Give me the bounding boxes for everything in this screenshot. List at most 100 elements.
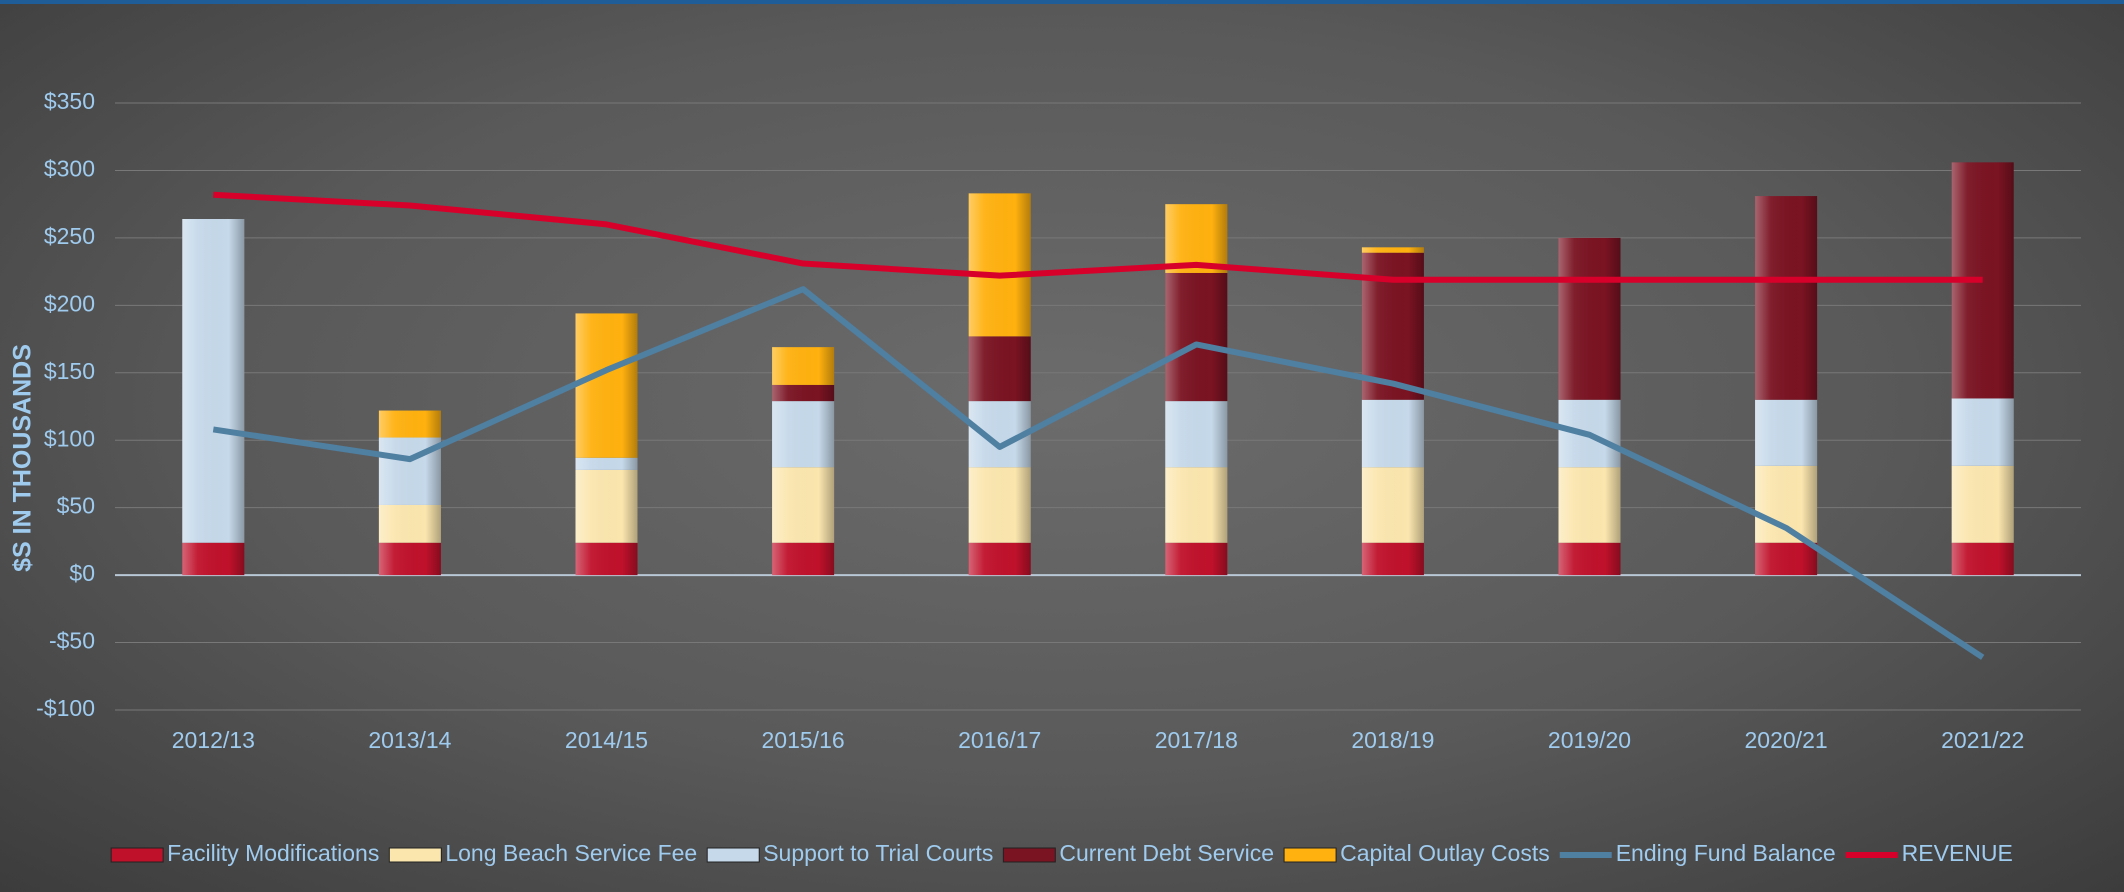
bar-segment <box>1361 542 1424 576</box>
bar-shine <box>772 467 835 543</box>
bar-segment <box>1755 196 1818 400</box>
bar-shine <box>1361 399 1424 468</box>
bar-segment <box>1558 467 1621 543</box>
legend-label: Long Beach Service Fee <box>445 840 697 866</box>
legend-swatch <box>706 847 760 863</box>
x-tick-label: 2019/20 <box>1548 727 1631 753</box>
bar-segment <box>968 193 1031 337</box>
legend-label: Capital Outlay Costs <box>1340 840 1550 866</box>
line <box>213 191 1983 283</box>
bar-shine <box>1558 467 1621 543</box>
bar-shine <box>772 384 835 402</box>
bar-shine <box>1951 398 2014 466</box>
bar-segment <box>1165 204 1228 273</box>
bar-segment <box>575 457 638 470</box>
bar-segment <box>1165 401 1228 468</box>
bar-segment <box>1558 237 1621 400</box>
y-axis-label: $S IN THOUSANDS <box>9 344 37 572</box>
y-tick-label: $200 <box>44 290 95 316</box>
legend-swatch <box>388 847 442 863</box>
bar-segment <box>1165 542 1228 576</box>
line <box>212 286 1985 660</box>
bar-shine <box>1165 204 1228 273</box>
bar-segment <box>968 467 1031 543</box>
legend-swatch <box>1002 847 1056 863</box>
bar-segment <box>968 336 1031 402</box>
bar-shine <box>1951 465 2014 543</box>
x-tick-label: 2013/14 <box>368 727 451 753</box>
legend-label: Facility Modifications <box>167 840 379 866</box>
x-tick-label: 2014/15 <box>565 727 648 753</box>
legend-label: REVENUE <box>1902 840 2013 866</box>
bar-shine <box>968 193 1031 337</box>
bar-shine <box>1558 542 1621 576</box>
bar-segment <box>378 504 441 543</box>
bar-segment <box>182 219 245 543</box>
legend-label: Ending Fund Balance <box>1616 840 1836 866</box>
x-tick-label: 2012/13 <box>172 727 255 753</box>
bar-shine <box>1755 399 1818 466</box>
bar-segment <box>1755 399 1818 466</box>
legend-swatch <box>110 847 164 863</box>
bar-shine <box>1165 542 1228 576</box>
bar-segment <box>772 401 835 468</box>
bar-shine <box>378 542 441 576</box>
bar-segment <box>1361 399 1424 468</box>
bar-segment <box>1165 272 1228 402</box>
bar-shine <box>772 401 835 468</box>
y-tick-label: $100 <box>44 425 95 451</box>
y-tick-label: $300 <box>44 156 95 182</box>
bar-segment <box>378 542 441 576</box>
bar-shine <box>182 219 245 543</box>
bar-segment <box>1951 398 2014 466</box>
legend: Facility Modifications Long Beach Service… <box>110 840 2013 866</box>
y-tick-label: -$100 <box>36 695 95 721</box>
bar-segment <box>1755 542 1818 576</box>
bar-shine <box>1755 542 1818 576</box>
bar-shine <box>378 504 441 543</box>
bar-shine <box>182 542 245 576</box>
x-tick-label: 2016/17 <box>958 727 1041 753</box>
bar-shine <box>1165 401 1228 468</box>
y-tick-label: -$50 <box>49 628 95 654</box>
y-tick-label: $250 <box>44 223 95 249</box>
bar-shine <box>968 467 1031 543</box>
bar-shine <box>575 469 638 543</box>
bar-shine <box>1361 247 1424 253</box>
bar-segment <box>772 542 835 576</box>
bar-segment <box>575 542 638 576</box>
bar-segment <box>772 467 835 543</box>
y-tick-label: $0 <box>69 560 95 586</box>
bar-segment <box>1558 542 1621 576</box>
y-tick-label: $350 <box>44 88 95 114</box>
bar-segment <box>1951 542 2014 576</box>
bar-segment <box>772 347 835 385</box>
bar-segment <box>575 313 638 458</box>
bar-shine <box>1361 467 1424 543</box>
bar-shine <box>1165 272 1228 402</box>
bar-shine <box>1165 467 1228 543</box>
x-tick-label: 2017/18 <box>1155 727 1238 753</box>
bar-segment <box>1361 247 1424 253</box>
y-tick-label: $50 <box>57 493 95 519</box>
x-tick-label: 2018/19 <box>1351 727 1434 753</box>
bar-shine <box>1558 237 1621 400</box>
legend-label: Current Debt Service <box>1059 840 1274 866</box>
bar-shine <box>1951 542 2014 576</box>
legend-label: Support to Trial Courts <box>763 840 993 866</box>
legend-swatch <box>1283 847 1337 863</box>
bar-shine <box>575 542 638 576</box>
bar-segment <box>772 384 835 402</box>
top-band <box>0 0 2124 4</box>
bar-shine <box>575 457 638 470</box>
bar-shine <box>1755 196 1818 400</box>
bar-shine <box>968 542 1031 576</box>
bar-segment <box>1361 467 1424 543</box>
bar-segment <box>575 469 638 543</box>
x-tick-label: 2020/21 <box>1745 727 1828 753</box>
bar-segment <box>968 542 1031 576</box>
bar-segment <box>1165 467 1228 543</box>
bar-segment <box>1951 465 2014 543</box>
